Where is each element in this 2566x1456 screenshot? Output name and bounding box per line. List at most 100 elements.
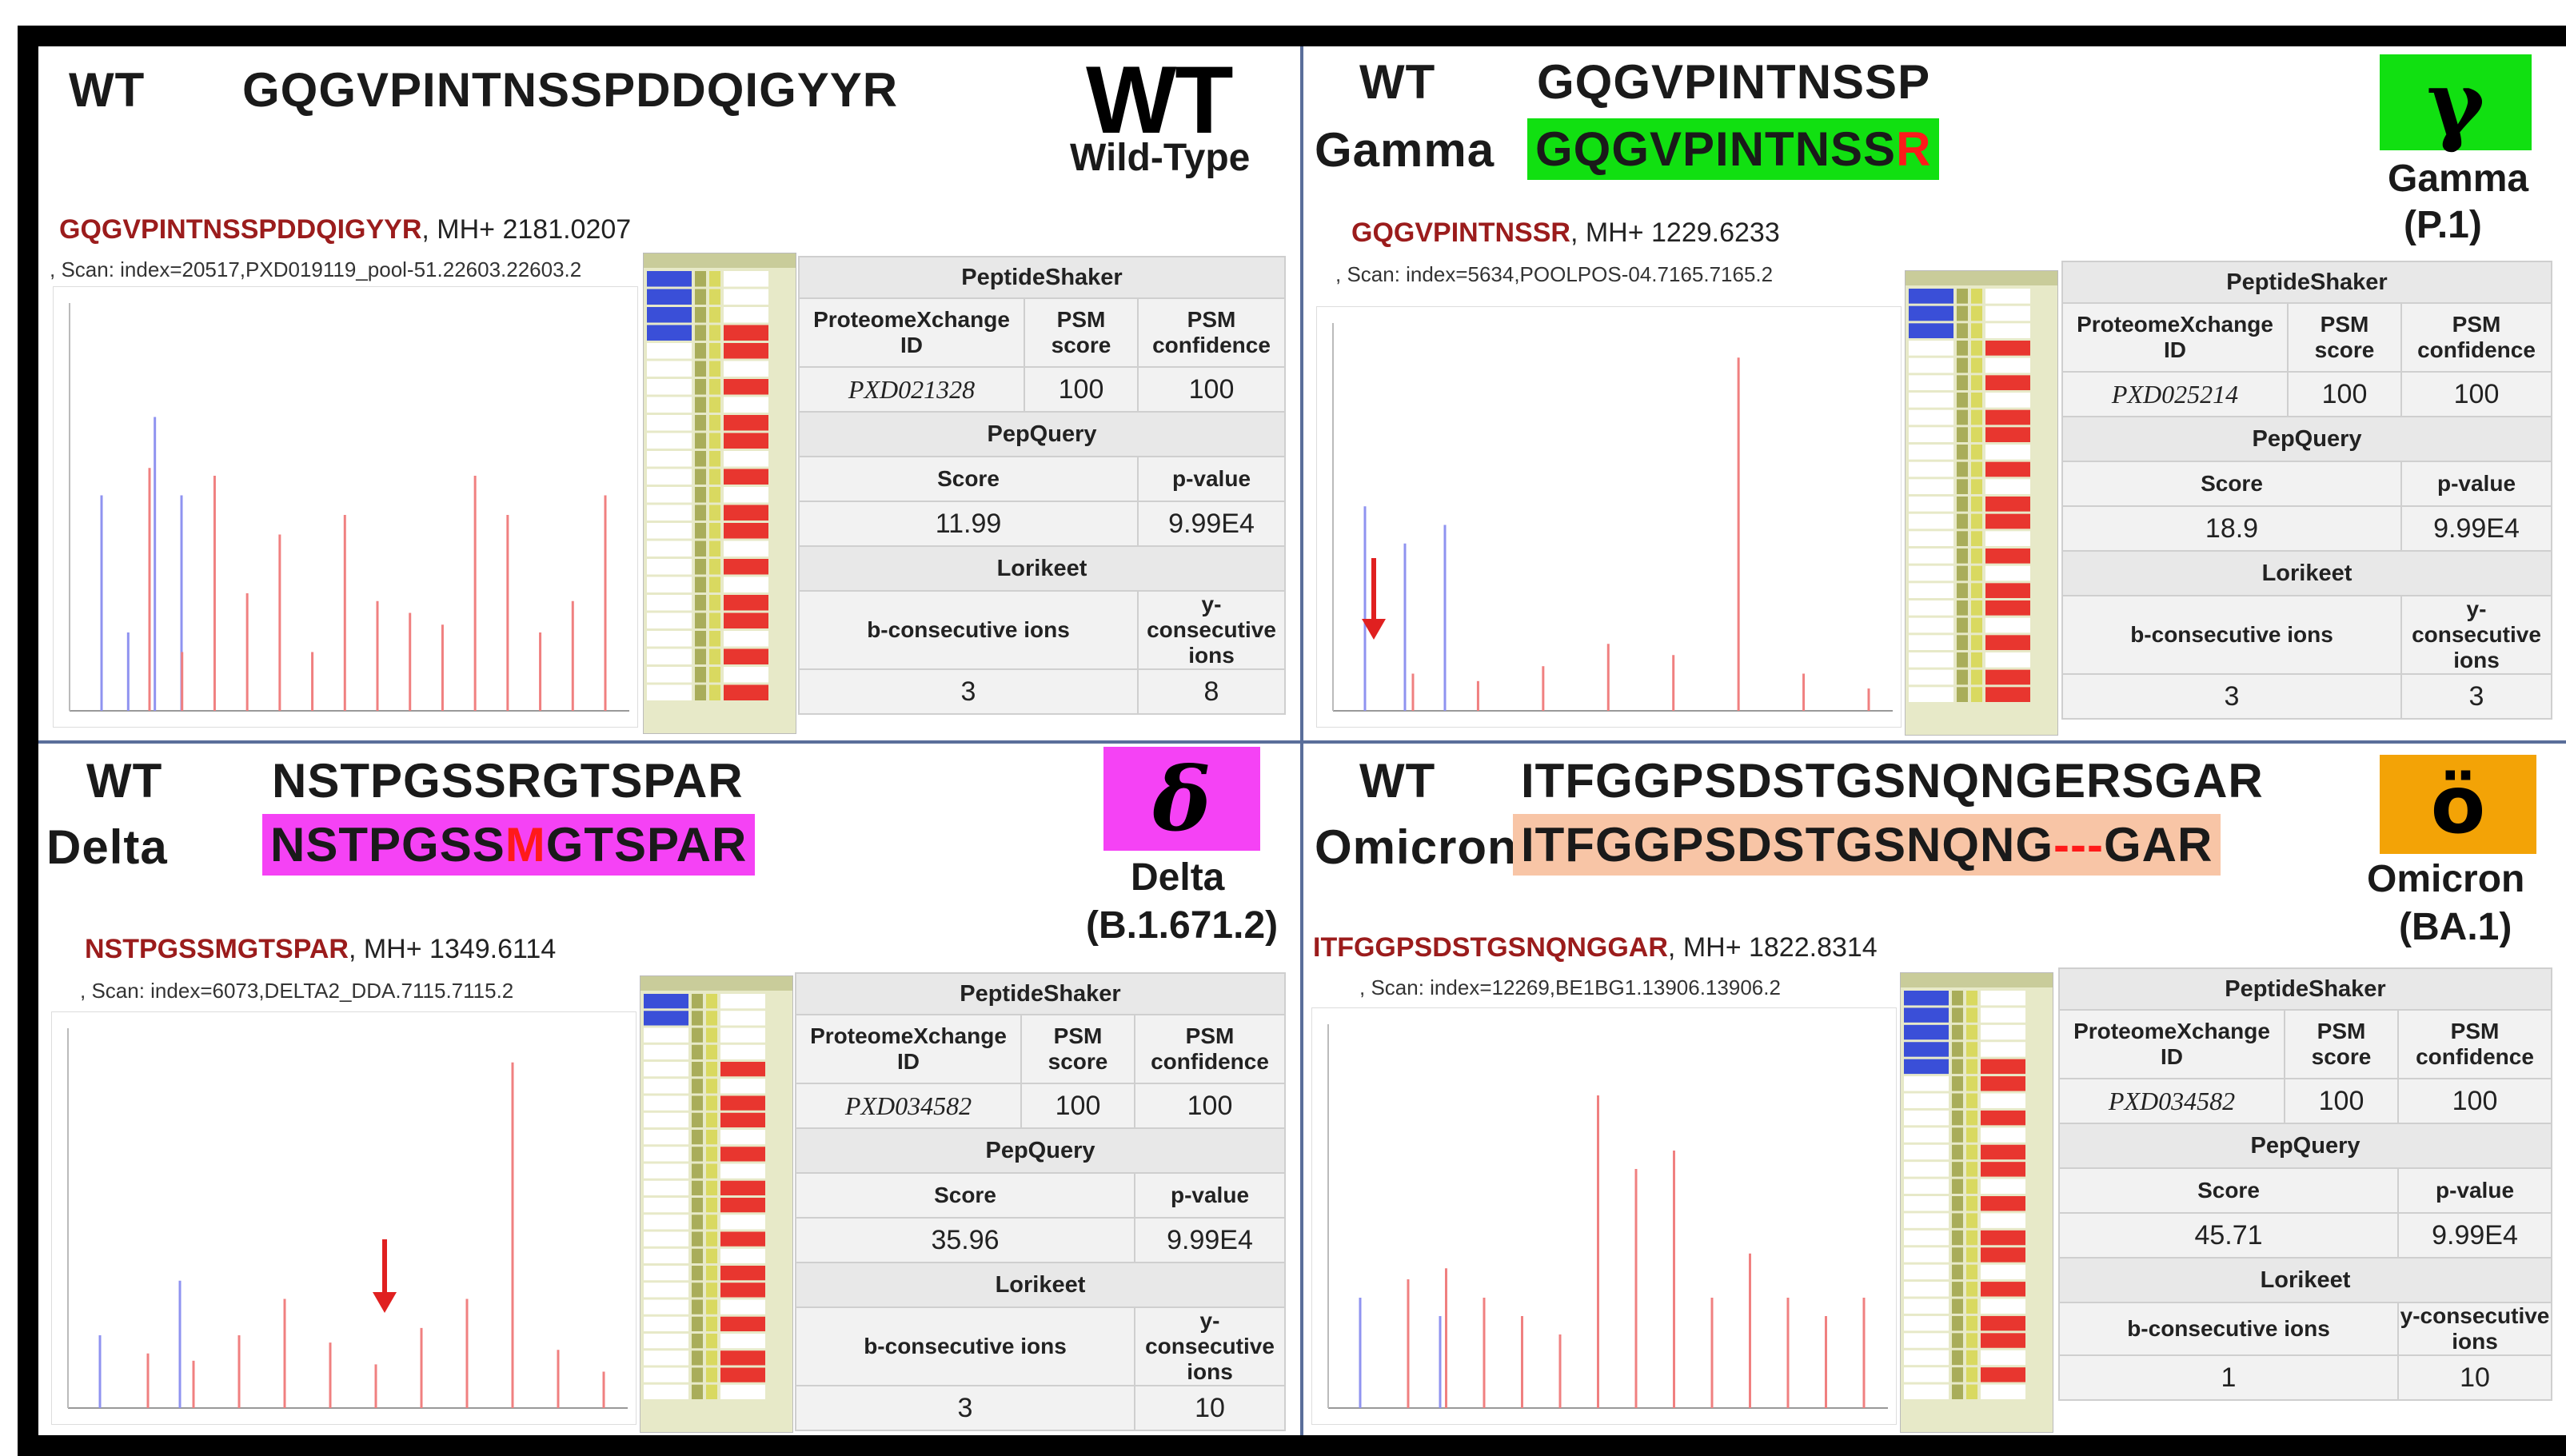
mini-index-cell — [1952, 1179, 1963, 1194]
mini-b-ion-cell — [647, 271, 692, 287]
peptideshaker-header: PeptideShaker — [2058, 967, 2552, 1011]
mini-y-ion-cell — [1981, 1264, 2025, 1280]
delta-wt-label: WT — [86, 754, 163, 808]
mini-b-ion-cell — [644, 1198, 688, 1213]
mini-b-ion-cell — [644, 1130, 688, 1145]
mini-index-cell — [692, 994, 703, 1009]
mini-index-cell — [692, 1044, 703, 1059]
mini-residue-cell — [1966, 1093, 1977, 1108]
mini-index-cell — [692, 1062, 703, 1077]
mini-index-cell — [695, 559, 706, 575]
results-table: PeptideShaker ProteomeXchange ID PSM scor… — [2061, 261, 2552, 720]
mini-y-ion-cell — [1981, 1110, 2025, 1126]
score-header: Score — [798, 456, 1139, 502]
pepquery-header: PepQuery — [2058, 1123, 2552, 1169]
peptide-line: GQGVPINTNSSPDDQIGYYR, MH+ 2181.0207 — [59, 214, 631, 245]
mini-index-cell — [1952, 1059, 1963, 1075]
mini-b-ion-cell — [647, 595, 692, 611]
mini-y-ion-cell — [724, 523, 768, 539]
psm-score-header: PSM score — [2287, 302, 2402, 373]
mini-residue-cell — [1966, 1367, 1977, 1382]
mini-b-ion-cell — [1909, 687, 1953, 702]
peptide-line: GQGVPINTNSSR, MH+ 1229.6233 — [1351, 217, 1780, 249]
psm-score-header: PSM score — [1020, 1014, 1135, 1084]
y-ions-value: 3 — [2400, 673, 2552, 720]
b-ions-value: 3 — [2061, 673, 2402, 720]
mini-residue-cell — [709, 631, 720, 647]
mini-index-cell — [1952, 1247, 1963, 1263]
mini-residue-cell — [1971, 357, 1982, 373]
mini-index-cell — [1957, 635, 1968, 650]
mini-y-ion-cell — [724, 343, 768, 359]
mini-y-ion-cell — [1981, 991, 2025, 1006]
mini-index-cell — [1952, 1196, 1963, 1211]
mini-residue-cell — [1971, 565, 1982, 581]
p-value-value: 9.99E4 — [2397, 1212, 2552, 1259]
mini-residue-cell — [1966, 1282, 1977, 1297]
mini-residue-cell — [1966, 1350, 1977, 1366]
y-ions-value: 8 — [1137, 668, 1286, 715]
mini-residue-cell — [709, 523, 720, 539]
mini-residue-cell — [1966, 1230, 1977, 1246]
mini-y-ion-cell — [724, 576, 768, 592]
mini-index-cell — [1957, 479, 1968, 494]
mini-residue-cell — [706, 1316, 717, 1331]
y-ions-header: y-consecutive ions — [1137, 590, 1286, 670]
variant-seq-suffix: GAR — [2104, 818, 2213, 872]
mini-residue-cell — [1966, 1007, 1977, 1023]
mini-residue-cell — [1971, 635, 1982, 650]
mini-residue-cell — [709, 289, 720, 305]
psm-confidence-value: 100 — [1134, 1083, 1286, 1129]
mini-residue-cell — [706, 1248, 717, 1263]
delta-variant-label: Delta — [46, 820, 168, 874]
mini-y-ion-cell — [720, 1266, 765, 1281]
mini-index-cell — [1952, 1093, 1963, 1108]
mini-y-ion-cell — [1985, 617, 2030, 633]
mini-index-cell — [1952, 1230, 1963, 1246]
mini-residue-cell — [709, 379, 720, 395]
mini-y-ion-cell — [720, 1198, 765, 1213]
mini-index-cell — [692, 1215, 703, 1230]
mini-b-ion-cell — [644, 1062, 688, 1077]
scan-info: , Scan: index=5634,POOLPOS-04.7165.7165.… — [1335, 262, 1774, 286]
mutation-arrow-icon — [373, 1239, 397, 1313]
mini-index-cell — [695, 307, 706, 323]
mini-y-ion-cell — [720, 1095, 765, 1111]
mini-index-cell — [692, 1011, 703, 1026]
mini-b-ion-cell — [644, 1180, 688, 1195]
mini-residue-cell — [709, 684, 720, 700]
mini-b-ion-cell — [1909, 548, 1953, 564]
omicron-wt-label: WT — [1359, 754, 1436, 808]
mini-index-cell — [692, 1266, 703, 1281]
mini-residue-cell — [1966, 1059, 1977, 1075]
mini-residue-cell — [706, 1334, 717, 1349]
mini-residue-cell — [1971, 409, 1982, 425]
mini-y-ion-cell — [720, 1384, 765, 1399]
mini-y-ion-cell — [1985, 652, 2030, 668]
mini-b-ion-cell — [644, 1384, 688, 1399]
p-value-header: p-value — [1134, 1172, 1286, 1219]
mini-residue-cell — [1966, 1127, 1977, 1143]
mini-b-ion-cell — [647, 541, 692, 556]
psm-score-header: PSM score — [2284, 1009, 2399, 1079]
scan-info: , Scan: index=6073,DELTA2_DDA.7115.7115.… — [80, 979, 514, 1003]
mini-index-cell — [695, 361, 706, 377]
mini-y-ion-cell — [1981, 1315, 2025, 1331]
mini-y-ion-cell — [720, 1282, 765, 1298]
mini-b-ion-cell — [1909, 479, 1953, 494]
mini-b-ion-cell — [647, 631, 692, 647]
mini-index-cell — [695, 648, 706, 664]
b-ions-header: b-consecutive ions — [2061, 595, 2402, 675]
mini-b-ion-cell — [1904, 1059, 1949, 1075]
mini-residue-cell — [706, 1266, 717, 1281]
gamma-name: Gamma — [2388, 158, 2529, 200]
mini-index-cell — [692, 1299, 703, 1314]
panel-delta: WT Delta NSTPGSSRGTSPAR NSTPGSSMGTSPAR δ… — [38, 744, 1300, 1438]
mini-y-ion-cell — [1985, 289, 2030, 304]
mini-index-cell — [692, 1027, 703, 1043]
peptide-mass: , MH+ 2181.0207 — [421, 214, 632, 245]
psm-score-value: 100 — [1024, 366, 1139, 413]
mini-index-cell — [1957, 531, 1968, 546]
mini-b-ion-cell — [647, 648, 692, 664]
mini-y-ion-cell — [1981, 1007, 2025, 1023]
